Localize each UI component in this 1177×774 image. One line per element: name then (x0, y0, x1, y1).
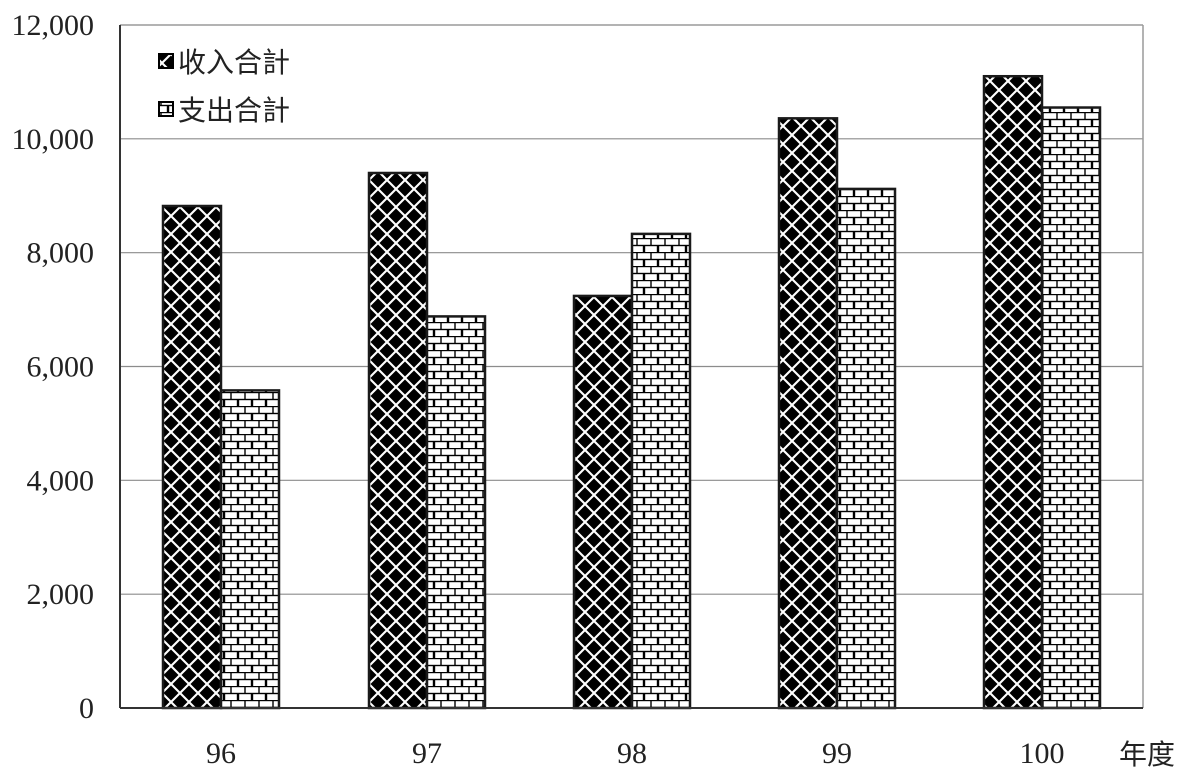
y-tick-label: 2,000 (27, 578, 95, 611)
y-tick-label: 4,000 (27, 464, 95, 497)
x-tick-label: 96 (206, 737, 236, 769)
y-tick-label: 6,000 (27, 351, 95, 384)
bar-income-98 (572, 294, 634, 710)
y-tick-label: 0 (79, 692, 94, 725)
bar-expense-96 (219, 389, 281, 710)
legend-swatch (158, 101, 174, 117)
bar-income-100 (982, 74, 1044, 710)
y-tick-label: 8,000 (27, 237, 95, 270)
x-tick-label: 98 (617, 737, 647, 769)
y-tick-label: 10,000 (12, 123, 95, 156)
bar-expense-97 (425, 315, 487, 710)
x-axis-label: 年度 (1119, 738, 1175, 769)
bars (161, 74, 1102, 710)
plot-frame (119, 24, 1144, 709)
y-axis-tick-labels: 0 2,000 4,000 6,000 8,000 10,000 12,000 (12, 9, 95, 725)
bar-expense-99 (835, 187, 897, 710)
legend-label: 支出合計 (178, 94, 290, 127)
bar-income-96 (161, 204, 223, 710)
legend-swatch (158, 53, 174, 69)
bar-expense-100 (1040, 106, 1102, 710)
legend-label: 收入合計 (178, 46, 290, 79)
y-tick-label: 12,000 (12, 9, 95, 42)
bar-expense-98 (630, 232, 692, 710)
x-axis-tick-labels: 96 97 98 99 100 (206, 737, 1065, 770)
bar-income-97 (367, 171, 429, 710)
x-tick-label: 100 (1020, 737, 1065, 769)
x-tick-label: 99 (822, 737, 852, 769)
bar-income-99 (777, 117, 839, 710)
x-tick-label: 97 (412, 737, 442, 769)
